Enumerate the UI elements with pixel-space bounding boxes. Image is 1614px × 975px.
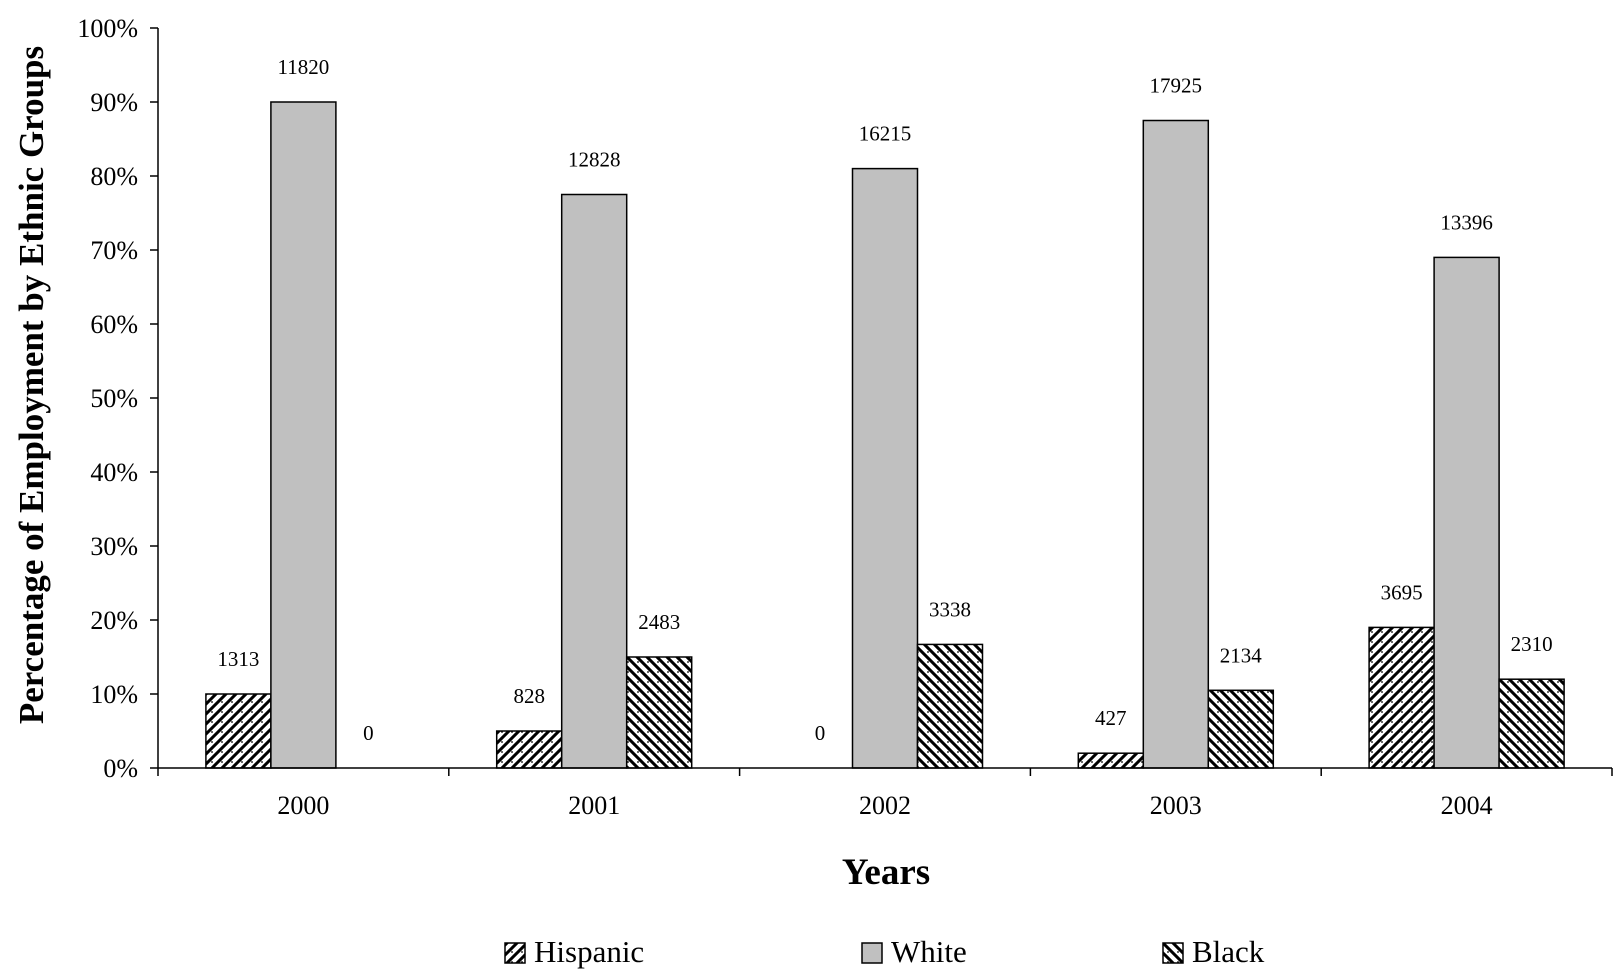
legend: Hispanic White Black: [504, 934, 1265, 969]
x-tick-label: 2001: [568, 791, 620, 820]
x-tick-label: 2003: [1150, 791, 1202, 820]
bar-white-2004: [1433, 256, 1500, 769]
bar-white-2000: [270, 101, 337, 769]
y-tick-label: 50%: [90, 384, 138, 413]
y-tick-label: 80%: [90, 162, 138, 191]
legend-label-white: White: [891, 934, 967, 969]
bars: [205, 101, 1565, 769]
data-label-hispanic-2001: 828: [513, 684, 545, 708]
bar-white-2001: [560, 193, 628, 769]
y-axis-ticks: 0% 10% 20% 30% 40% 50% 60% 70% 80% 90% 100%: [77, 14, 158, 783]
y-tick-label: 0%: [103, 754, 138, 783]
data-label-hispanic-2000: 1313: [217, 647, 259, 671]
data-label-black-2003: 2134: [1220, 643, 1263, 667]
y-tick-label: 70%: [90, 236, 138, 265]
bar-hispanic-2004: [1368, 626, 1435, 769]
data-label-white-2003: 17925: [1150, 74, 1203, 98]
x-tick-label: 2004: [1441, 791, 1493, 820]
y-tick-label: 90%: [90, 88, 138, 117]
data-label-black-2001: 2483: [638, 610, 680, 634]
data-label-hispanic-2002: 0: [815, 721, 826, 745]
y-tick-label: 60%: [90, 310, 138, 339]
data-label-white-2000: 11820: [278, 55, 330, 79]
x-tick-label: 2002: [859, 791, 911, 820]
y-axis-title: Percentage of Employment by Ethnic Group…: [12, 46, 51, 724]
legend-swatch-white: [861, 942, 883, 964]
bar-hispanic-2003: [1077, 752, 1145, 769]
y-tick-label: 40%: [90, 458, 138, 487]
data-label-hispanic-2004: 3695: [1381, 580, 1423, 604]
data-labels: 1313 11820 0 828 12828 2483 0 16215 3338 427 17925…: [217, 55, 1552, 745]
y-tick-label: 100%: [77, 14, 138, 43]
legend-swatch-black: [1162, 942, 1184, 964]
bar-black-2002: [916, 643, 984, 769]
bar-white-2002: [851, 167, 919, 769]
bar-white-2003: [1142, 119, 1210, 769]
data-label-white-2001: 12828: [568, 148, 621, 172]
data-label-hispanic-2003: 427: [1095, 706, 1127, 730]
y-tick-label: 20%: [90, 606, 138, 635]
y-tick-label: 30%: [90, 532, 138, 561]
plot-area: 0% 10% 20% 30% 40% 50% 60% 70% 80% 90% 100% 1313 11…: [77, 14, 1613, 820]
data-label-white-2004: 13396: [1440, 210, 1493, 234]
y-tick-label: 10%: [90, 680, 138, 709]
bar-black-2004: [1498, 678, 1565, 769]
bar-black-2003: [1207, 689, 1275, 769]
x-tick-label: 2000: [277, 791, 329, 820]
bar-hispanic-2000: [205, 693, 272, 769]
x-axis-title: Years: [842, 852, 930, 893]
data-label-black-2000: 0: [363, 721, 374, 745]
x-axis-ticks: 2000 2001 2002 2003 2004: [157, 768, 1613, 820]
data-label-black-2004: 2310: [1511, 632, 1553, 656]
legend-label-black: Black: [1192, 934, 1265, 969]
data-label-black-2002: 3338: [929, 597, 971, 621]
data-label-white-2002: 16215: [859, 122, 912, 146]
bar-hispanic-2001: [495, 730, 563, 769]
bar-black-2001: [625, 656, 693, 769]
legend-label-hispanic: Hispanic: [534, 934, 644, 969]
legend-swatch-hispanic: [504, 942, 526, 964]
